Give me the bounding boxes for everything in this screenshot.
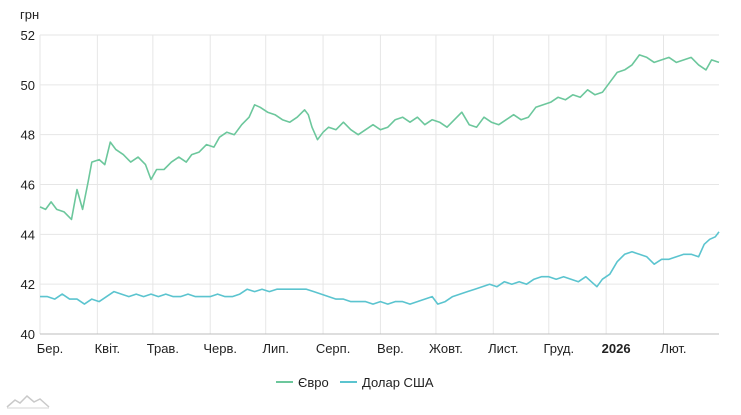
brand-logo-icon [6,394,50,409]
y-tick-label: 44 [21,227,35,242]
y-tick-label: 52 [21,28,35,43]
x-tick-label: Груд. [543,341,574,356]
series-lines [39,54,720,305]
y-tick-label: 48 [21,128,35,143]
x-tick-label: Вер. [377,341,404,356]
series-line-0 [39,54,720,221]
x-axis-ticks: Бер. Квіт. Трав. Черв. Лип. Серп. Вер. Жовт. Лис… [37,341,687,356]
x-tick-label: Трав. [147,341,179,356]
y-tick-label: 46 [21,178,35,193]
grid-lines [39,34,719,335]
y-tick-label: 40 [21,327,35,342]
series-line-1 [40,231,720,305]
y-tick-label: 42 [21,277,35,292]
x-tick-label: Квіт. [95,341,121,356]
x-tick-label: 2026 [602,341,631,356]
legend-label-0: Євро [298,375,329,390]
x-tick-label: Лист. [488,341,518,356]
legend-label-1: Долар США [362,375,434,390]
x-tick-label: Лют. [660,341,686,356]
x-tick-label: Жовт. [429,341,463,356]
y-axis-unit-label: грн [20,7,39,22]
y-axis-ticks: 40 42 44 46 48 50 52 [21,28,35,342]
x-tick-label: Лип. [262,341,288,356]
x-tick-label: Серп. [316,341,351,356]
y-tick-label: 50 [21,78,35,93]
legend: Євро Долар США [276,375,434,390]
x-tick-label: Черв. [203,341,237,356]
x-tick-label: Бер. [37,341,64,356]
